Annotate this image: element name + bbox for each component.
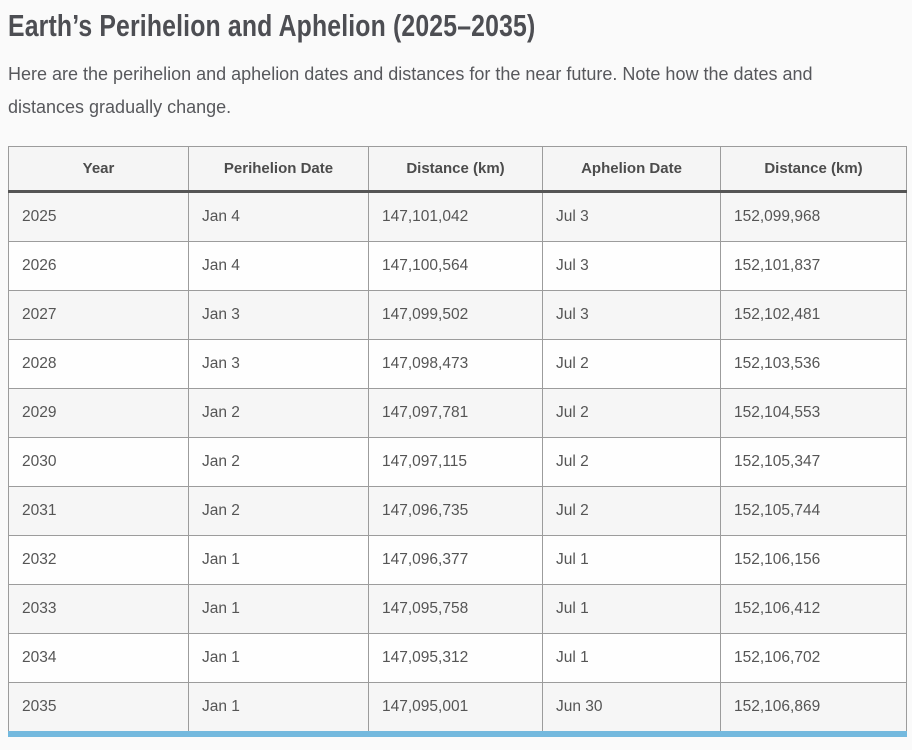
cell-year: 2030 (8, 436, 189, 487)
cell-perihelion-distance: 147,096,735 (368, 485, 543, 536)
cell-aphelion-date: Jul 3 (542, 289, 721, 340)
cell-aphelion-date: Jul 3 (542, 190, 721, 242)
cell-aphelion-distance: 152,102,481 (720, 289, 907, 340)
cell-perihelion-date: Jan 2 (188, 387, 369, 438)
cell-aphelion-date: Jul 1 (542, 583, 721, 634)
table-row: 2031 Jan 2 147,096,735 Jul 2 152,105,744 (8, 485, 907, 536)
cell-perihelion-date: Jan 1 (188, 534, 369, 585)
table-body: 2025 Jan 4 147,101,042 Jul 3 152,099,968 2026… (8, 190, 907, 737)
column-header-year: Year (8, 145, 189, 193)
cell-year: 2025 (8, 190, 189, 242)
cell-aphelion-distance: 152,105,347 (720, 436, 907, 487)
cell-perihelion-date: Jan 1 (188, 632, 369, 683)
cell-perihelion-date: Jan 3 (188, 289, 369, 340)
cell-year: 2026 (8, 240, 189, 291)
cell-aphelion-distance: 152,101,837 (720, 240, 907, 291)
cell-year: 2035 (8, 681, 189, 737)
cell-perihelion-distance: 147,095,758 (368, 583, 543, 634)
cell-aphelion-distance: 152,103,536 (720, 338, 907, 389)
cell-aphelion-date: Jun 30 (542, 681, 721, 737)
cell-perihelion-distance: 147,097,781 (368, 387, 543, 438)
cell-aphelion-distance: 152,099,968 (720, 190, 907, 242)
cell-aphelion-distance: 152,106,156 (720, 534, 907, 585)
page-title: Earth’s Perihelion and Aphelion (2025–20… (8, 8, 536, 43)
cell-perihelion-distance: 147,095,312 (368, 632, 543, 683)
cell-perihelion-distance: 147,101,042 (368, 190, 543, 242)
cell-year: 2029 (8, 387, 189, 438)
cell-perihelion-distance: 147,095,001 (368, 681, 543, 737)
cell-perihelion-distance: 147,100,564 (368, 240, 543, 291)
perihelion-aphelion-table: Year Perihelion Date Distance (km) Aphel… (8, 145, 907, 737)
table-row: 2028 Jan 3 147,098,473 Jul 2 152,103,536 (8, 338, 907, 389)
table-row: 2034 Jan 1 147,095,312 Jul 1 152,106,702 (8, 632, 907, 683)
cell-aphelion-distance: 152,104,553 (720, 387, 907, 438)
cell-perihelion-date: Jan 4 (188, 240, 369, 291)
header-row: Year Perihelion Date Distance (km) Aphel… (8, 145, 907, 193)
table-row: 2035 Jan 1 147,095,001 Jun 30 152,106,869 (8, 681, 907, 737)
column-header-perihelion-date: Perihelion Date (188, 145, 369, 193)
cell-perihelion-date: Jan 2 (188, 436, 369, 487)
cell-year: 2034 (8, 632, 189, 683)
cell-perihelion-date: Jan 2 (188, 485, 369, 536)
cell-aphelion-distance: 152,106,412 (720, 583, 907, 634)
cell-aphelion-date: Jul 2 (542, 485, 721, 536)
table-row: 2033 Jan 1 147,095,758 Jul 1 152,106,412 (8, 583, 907, 634)
table-row: 2025 Jan 4 147,101,042 Jul 3 152,099,968 (8, 190, 907, 242)
intro-paragraph: Here are the perihelion and aphelion dat… (8, 64, 813, 117)
cell-year: 2033 (8, 583, 189, 634)
cell-aphelion-distance: 152,106,702 (720, 632, 907, 683)
cell-year: 2028 (8, 338, 189, 389)
cell-perihelion-date: Jan 4 (188, 190, 369, 242)
cell-aphelion-distance: 152,106,869 (720, 681, 907, 737)
cell-aphelion-date: Jul 1 (542, 534, 721, 585)
cell-aphelion-date: Jul 1 (542, 632, 721, 683)
table-row: 2032 Jan 1 147,096,377 Jul 1 152,106,156 (8, 534, 907, 585)
column-header-aphelion-distance: Distance (km) (720, 145, 907, 193)
column-header-aphelion-date: Aphelion Date (542, 145, 721, 193)
cell-aphelion-date: Jul 2 (542, 387, 721, 438)
cell-perihelion-date: Jan 1 (188, 681, 369, 737)
column-header-perihelion-distance: Distance (km) (368, 145, 543, 193)
cell-year: 2032 (8, 534, 189, 585)
cell-aphelion-date: Jul 2 (542, 338, 721, 389)
table-row: 2026 Jan 4 147,100,564 Jul 3 152,101,837 (8, 240, 907, 291)
cell-perihelion-distance: 147,097,115 (368, 436, 543, 487)
cell-perihelion-distance: 147,096,377 (368, 534, 543, 585)
cell-perihelion-date: Jan 3 (188, 338, 369, 389)
table-header: Year Perihelion Date Distance (km) Aphel… (8, 145, 907, 193)
table-row: 2030 Jan 2 147,097,115 Jul 2 152,105,347 (8, 436, 907, 487)
cell-year: 2031 (8, 485, 189, 536)
cell-aphelion-date: Jul 3 (542, 240, 721, 291)
table-row: 2027 Jan 3 147,099,502 Jul 3 152,102,481 (8, 289, 907, 340)
cell-year: 2027 (8, 289, 189, 340)
cell-aphelion-date: Jul 2 (542, 436, 721, 487)
table-row: 2029 Jan 2 147,097,781 Jul 2 152,104,553 (8, 387, 907, 438)
cell-perihelion-distance: 147,098,473 (368, 338, 543, 389)
cell-perihelion-date: Jan 1 (188, 583, 369, 634)
cell-perihelion-distance: 147,099,502 (368, 289, 543, 340)
cell-aphelion-distance: 152,105,744 (720, 485, 907, 536)
